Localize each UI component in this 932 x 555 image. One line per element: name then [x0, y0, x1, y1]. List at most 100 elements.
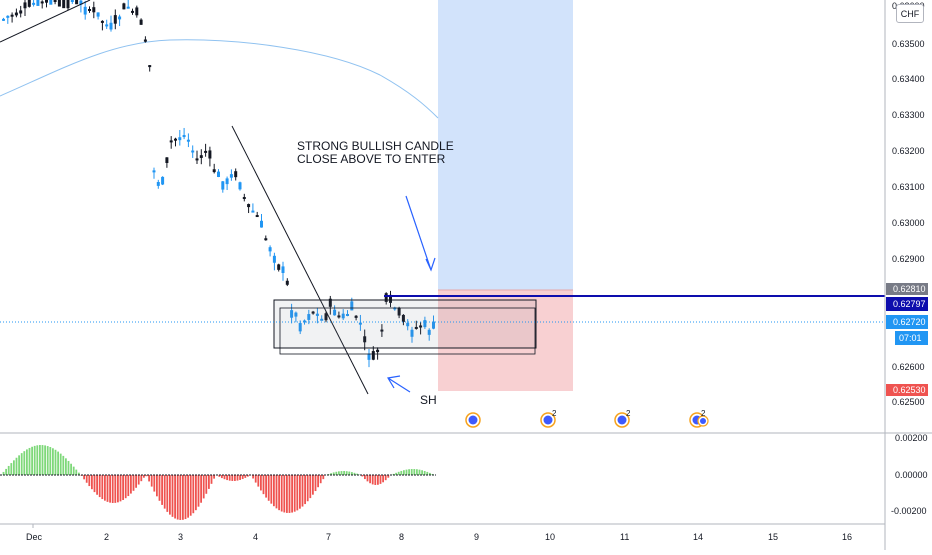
candle-body — [67, 0, 70, 8]
histogram-bar — [52, 448, 54, 475]
candle-body — [6, 16, 9, 18]
histogram-bar — [198, 475, 200, 507]
histogram-bar — [161, 475, 163, 505]
annotation-arrow-left[interactable] — [388, 376, 410, 392]
histogram-bar — [49, 447, 51, 475]
candle-body — [84, 7, 87, 15]
event-count: 2 — [626, 409, 631, 418]
annotation-sh[interactable]: SH — [420, 393, 437, 407]
histogram-bar — [364, 475, 366, 479]
candle-body — [183, 135, 186, 137]
candle-body — [88, 9, 91, 11]
candle-body — [174, 139, 177, 141]
histogram-bar — [104, 475, 106, 501]
histogram-bar — [367, 475, 369, 481]
candle-body — [204, 151, 207, 153]
candle-body — [24, 2, 27, 8]
histogram-bar — [320, 475, 322, 483]
price-axis[interactable]: 0.63600 0.63500 0.63400 0.63300 0.63200 … — [886, 1, 928, 407]
annotation-arrow-down[interactable] — [406, 196, 435, 270]
time-axis-label: 15 — [768, 532, 778, 542]
candle-body — [148, 65, 151, 67]
histogram-bar — [309, 475, 311, 498]
histogram-bar — [411, 469, 413, 475]
histogram-bar — [341, 471, 343, 475]
candle-body — [118, 17, 121, 20]
candle-body — [208, 150, 211, 158]
histogram-bar — [419, 470, 421, 475]
event-marker[interactable]: 2 — [615, 409, 631, 427]
indicator-axis[interactable]: 0.00200 0.00000 -0.00200 — [891, 433, 928, 516]
price-axis-label: 0.63100 — [892, 182, 925, 192]
candle-body — [122, 3, 125, 9]
event-marker[interactable] — [466, 413, 480, 427]
histogram-bar — [47, 446, 49, 475]
candle-body — [32, 3, 35, 5]
histogram-bar — [239, 475, 241, 480]
consolidation-box[interactable] — [274, 300, 536, 348]
candle-body — [221, 181, 224, 189]
histogram-bar — [421, 470, 423, 475]
price-axis-label: 0.63400 — [892, 74, 925, 84]
candle-body — [256, 215, 259, 217]
histogram-bar — [291, 475, 293, 513]
histogram-bar — [315, 475, 317, 491]
moving-average-line — [0, 40, 438, 118]
candle-body — [49, 0, 52, 5]
histogram-bar — [268, 475, 270, 501]
histogram-bar — [44, 445, 46, 475]
candle-body — [58, 0, 61, 7]
annotation-note-line2[interactable]: CLOSE ABOVE TO ENTER — [297, 152, 446, 166]
histogram-bar — [195, 475, 197, 510]
histogram-bar — [120, 475, 122, 501]
histogram-bar — [211, 475, 213, 484]
annotation-note-line1[interactable]: STRONG BULLISH CANDLE — [297, 139, 454, 153]
histogram-bar — [205, 475, 207, 494]
currency-button[interactable]: CHF — [896, 4, 924, 23]
histogram-bar — [385, 475, 387, 480]
histogram-bar — [31, 447, 33, 475]
candle-body — [135, 7, 138, 15]
indicator-axis-label: 0.00000 — [895, 470, 928, 480]
histogram-bar — [91, 475, 93, 489]
candle-body — [41, 1, 44, 3]
histogram-bar — [265, 475, 267, 498]
profit-zone[interactable] — [438, 0, 573, 290]
time-axis-label: 3 — [178, 532, 183, 542]
time-axis[interactable]: Dec 2 3 4 7 8 9 10 11 14 15 16 — [26, 532, 852, 542]
candle-body — [140, 20, 143, 25]
event-marker[interactable]: 2 — [690, 409, 708, 427]
trendline-upper-left[interactable] — [0, 0, 90, 42]
candle-body — [196, 158, 199, 160]
candle-body — [45, 0, 48, 3]
candle-body — [11, 15, 14, 17]
candle-body — [127, 7, 130, 9]
histogram-bar — [174, 475, 176, 518]
candle-body — [191, 151, 194, 153]
histogram-bar — [185, 475, 187, 519]
candle-body — [372, 351, 375, 360]
price-axis-label: 0.62900 — [892, 254, 925, 264]
event-marker[interactable]: 2 — [541, 409, 557, 427]
histogram-bar — [338, 471, 340, 475]
histogram-bar — [8, 466, 10, 475]
candle-body — [131, 11, 134, 13]
price-axis-label: 0.63300 — [892, 110, 925, 120]
histogram-bar — [226, 475, 228, 480]
price-axis-label: 0.63500 — [892, 39, 925, 49]
histogram-bar — [68, 461, 70, 475]
candle-body — [170, 140, 173, 142]
histogram-bar — [159, 475, 161, 501]
histogram-bar — [107, 475, 109, 502]
candle-body — [75, 0, 78, 4]
histogram-bar — [348, 472, 350, 475]
candle-body — [114, 15, 117, 24]
entry-price-tag-text: 0.62797 — [893, 299, 926, 309]
histogram-bar — [133, 475, 135, 491]
histogram-bar — [372, 475, 374, 484]
histogram-bar — [55, 450, 57, 475]
histogram-bar — [73, 467, 75, 475]
histogram-bar — [29, 448, 31, 475]
